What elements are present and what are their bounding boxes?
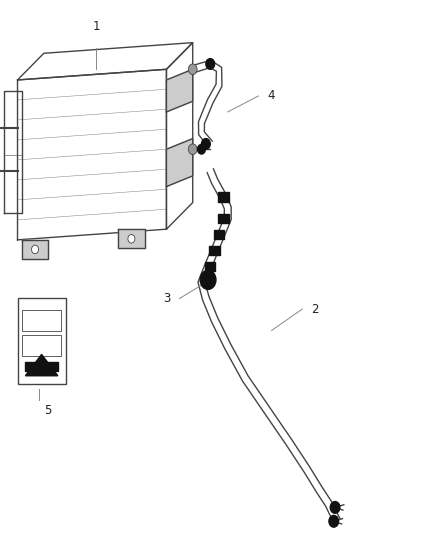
Circle shape bbox=[128, 235, 135, 243]
Bar bbox=[205, 262, 215, 271]
Polygon shape bbox=[118, 229, 145, 248]
Bar bbox=[22, 310, 61, 331]
Bar bbox=[25, 362, 58, 371]
Circle shape bbox=[188, 144, 197, 155]
Bar bbox=[218, 214, 229, 223]
Circle shape bbox=[188, 64, 197, 75]
Polygon shape bbox=[22, 240, 48, 259]
Text: 2: 2 bbox=[311, 303, 319, 316]
Text: 4: 4 bbox=[268, 90, 276, 102]
Bar bbox=[209, 246, 220, 255]
Circle shape bbox=[201, 139, 210, 149]
Text: 1: 1 bbox=[92, 20, 100, 33]
Circle shape bbox=[330, 502, 340, 513]
Bar bbox=[22, 335, 61, 357]
Bar bbox=[214, 230, 224, 239]
Text: 3: 3 bbox=[163, 292, 170, 305]
Text: 5: 5 bbox=[45, 404, 52, 417]
Circle shape bbox=[200, 270, 216, 289]
Polygon shape bbox=[166, 139, 193, 187]
Circle shape bbox=[329, 515, 339, 527]
Circle shape bbox=[198, 144, 205, 154]
Circle shape bbox=[206, 59, 215, 69]
Bar bbox=[218, 192, 229, 202]
Polygon shape bbox=[25, 354, 58, 376]
Circle shape bbox=[32, 245, 39, 254]
Polygon shape bbox=[166, 69, 193, 112]
Bar bbox=[18, 298, 66, 384]
